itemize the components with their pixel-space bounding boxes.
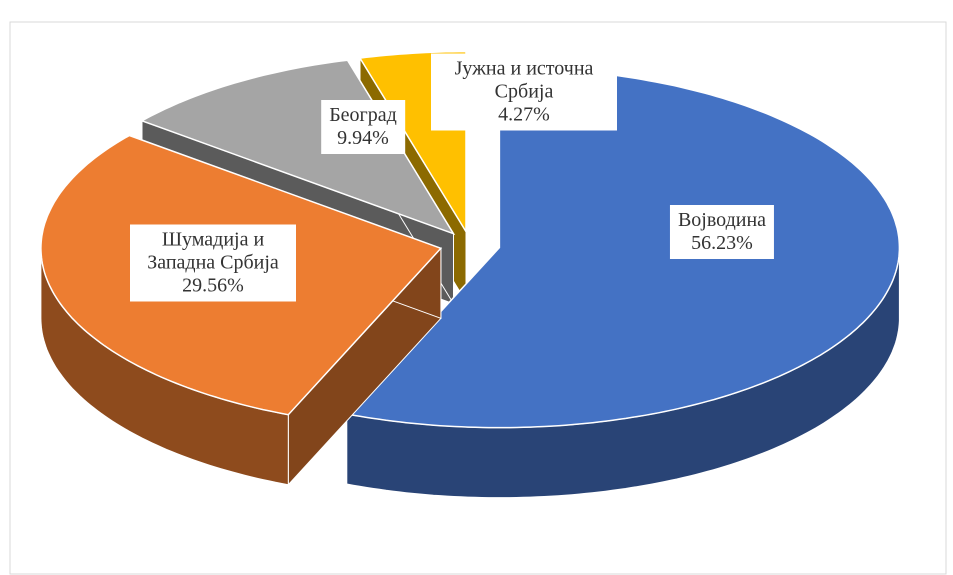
label-category: Шумадија и Западна Србија [147, 228, 279, 274]
data-label: Војводина 56.23% [669, 205, 775, 259]
data-label: Београд 9.94% [321, 100, 405, 154]
label-category: Војводина [677, 209, 767, 231]
label-category: Јужна и источна Србија [454, 57, 594, 103]
slice [140, 59, 456, 236]
label-value: 4.27% [498, 103, 550, 126]
slice [345, 66, 901, 429]
chart-frame [9, 21, 947, 575]
label-value: 29.56% [182, 274, 244, 297]
label-category: Београд [329, 104, 397, 126]
label-value: 9.94% [337, 127, 389, 149]
label-value: 56.23% [691, 232, 753, 254]
data-label: Јужна и источна Србија 4.27% [431, 53, 617, 131]
data-label: Шумадија и Западна Србија 29.56% [130, 224, 296, 302]
